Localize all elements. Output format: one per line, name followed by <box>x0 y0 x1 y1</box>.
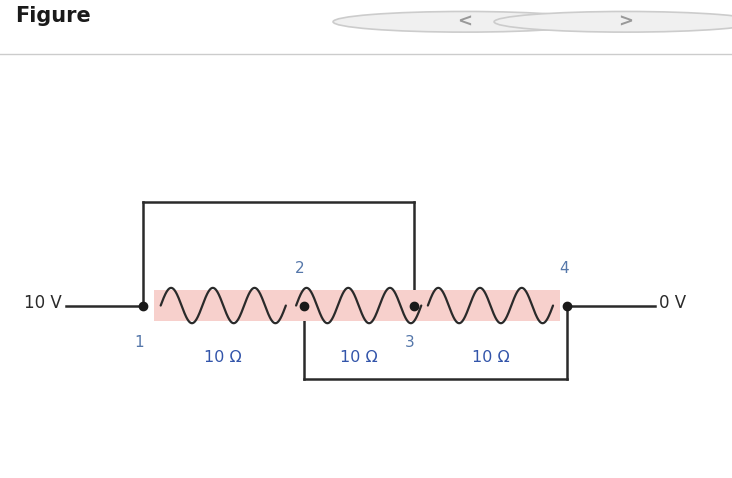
Text: 1: 1 <box>134 335 144 350</box>
Bar <box>421 291 560 321</box>
Circle shape <box>494 11 732 32</box>
Text: 10 Ω: 10 Ω <box>340 350 378 365</box>
Text: 2: 2 <box>295 261 305 276</box>
Text: Figure: Figure <box>15 6 90 26</box>
Text: 10 V: 10 V <box>24 294 62 313</box>
Text: <: < <box>458 13 472 31</box>
Text: 3: 3 <box>405 335 415 350</box>
Text: >: > <box>619 13 633 31</box>
Text: 0 V: 0 V <box>659 294 686 313</box>
Text: 10 Ω: 10 Ω <box>204 350 242 365</box>
Circle shape <box>333 11 597 32</box>
Text: 10 Ω: 10 Ω <box>471 350 509 365</box>
Bar <box>154 291 293 321</box>
Text: 4: 4 <box>559 261 569 276</box>
Bar <box>289 291 428 321</box>
Text: 1 of 1: 1 of 1 <box>519 13 572 31</box>
